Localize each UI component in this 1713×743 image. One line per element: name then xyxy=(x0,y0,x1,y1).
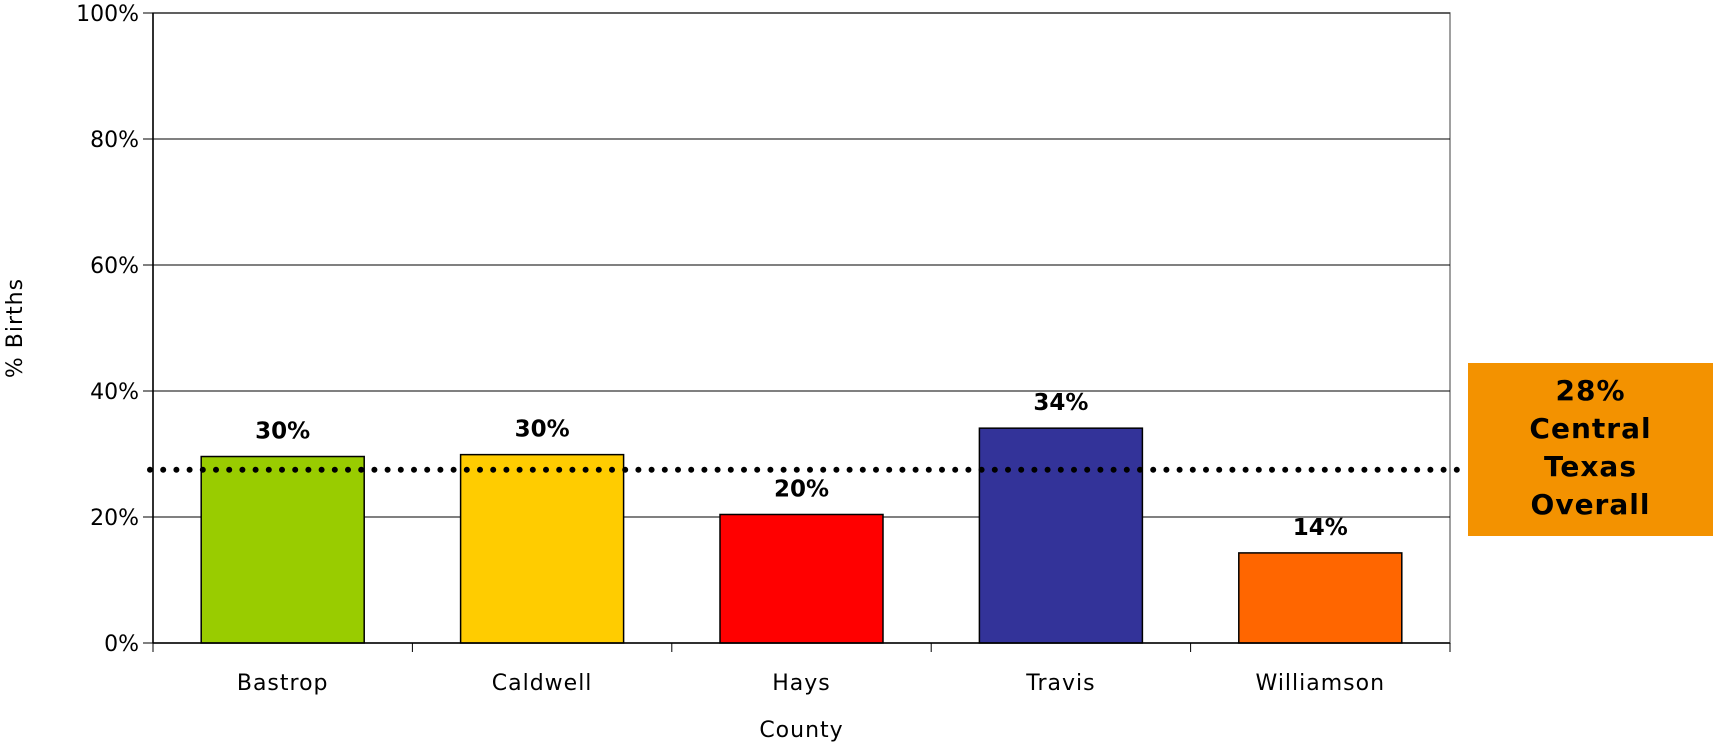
bar-travis xyxy=(978,427,1144,644)
data-labels: 30% 30% 20% 34% 14% xyxy=(255,390,1348,541)
x-tick-label-williamson: Williamson xyxy=(1256,671,1386,696)
reference-label-line-2: Texas xyxy=(1544,449,1637,483)
y-axis-tick-labels: 0% 20% 40% 60% 80% 100% xyxy=(76,2,139,657)
data-label-williamson: 14% xyxy=(1293,515,1348,541)
y-tick-label: 40% xyxy=(90,380,139,405)
bar-williamson xyxy=(1238,552,1403,644)
y-tick-label: 20% xyxy=(90,506,139,531)
y-tick-label: 100% xyxy=(76,2,139,27)
x-axis-tick-labels: Bastrop Caldwell Hays Travis Williamson xyxy=(237,671,1386,696)
reference-line-label: 28% Central Texas Overall xyxy=(1468,363,1713,536)
y-tick-label: 80% xyxy=(90,128,139,153)
bars xyxy=(200,427,1403,644)
y-tick-label: 60% xyxy=(90,254,139,279)
axes xyxy=(143,12,1451,652)
x-tick-label-travis: Travis xyxy=(1025,671,1095,696)
bar-caldwell xyxy=(459,453,625,644)
reference-label-line-3: Overall xyxy=(1530,487,1651,521)
x-tick-label-hays: Hays xyxy=(772,671,831,696)
y-tick-label: 0% xyxy=(104,632,139,657)
x-tick-label-bastrop: Bastrop xyxy=(237,671,329,696)
data-label-travis: 34% xyxy=(1033,390,1088,416)
data-label-bastrop: 30% xyxy=(255,419,310,445)
reference-label-line-1: Central xyxy=(1529,411,1652,445)
data-label-caldwell: 30% xyxy=(515,417,570,443)
reference-label-value: 28% xyxy=(1555,373,1626,407)
x-axis-title: County xyxy=(759,718,843,743)
bar-bastrop xyxy=(200,455,365,644)
bar-hays xyxy=(719,513,884,644)
data-label-hays: 20% xyxy=(774,476,829,502)
y-axis-title: % Births xyxy=(3,278,28,378)
x-tick-label-caldwell: Caldwell xyxy=(492,671,593,696)
